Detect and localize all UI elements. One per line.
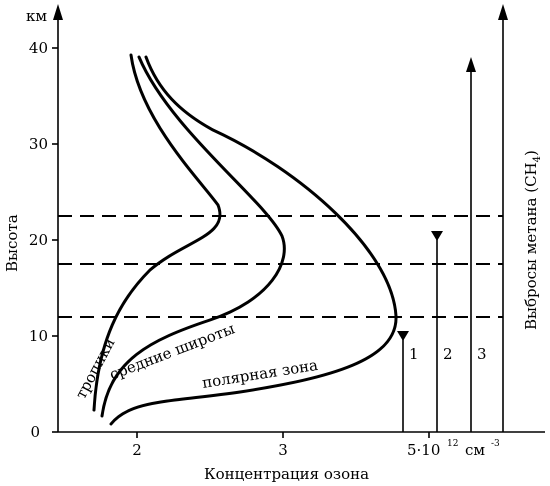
right-axis-label-end: )	[522, 150, 540, 156]
x-extra-tick: 5·10 12 см -3	[407, 439, 500, 459]
x-tick-2: 2	[132, 441, 142, 459]
label-polar: полярная зона	[201, 356, 319, 392]
curve-midlatitudes	[100, 55, 286, 418]
column-label-1: 1	[409, 345, 419, 363]
y-tick-10: 10	[29, 327, 48, 345]
right-axis-label-main: Выбросы метана (CH	[522, 162, 540, 330]
curve-tropics	[92, 53, 222, 412]
column-2	[431, 231, 443, 432]
x-extra-value: 5·10	[407, 441, 440, 459]
y-axis-label: Высота	[3, 214, 21, 272]
right-axis-arrow	[498, 4, 508, 20]
x-extra-exponent: 12	[447, 439, 458, 449]
x-axis-label: Концентрация озона	[204, 465, 369, 483]
y-tick-40: 40	[29, 39, 48, 57]
y-tick-marks	[52, 47, 58, 433]
y-axis-arrow	[53, 4, 63, 20]
x-tick-3: 3	[278, 441, 288, 459]
x-extra-unit-exponent: -3	[491, 439, 500, 449]
x-tick-marks	[136, 432, 430, 438]
curve-polar	[109, 55, 398, 426]
right-axis-label-sub: 4	[532, 156, 543, 162]
column-label-3: 3	[477, 345, 487, 363]
y-tick-30: 30	[29, 135, 48, 153]
right-axis-label: Выбросы метана (CH4)	[522, 150, 543, 330]
column-3	[466, 57, 476, 432]
y-unit: км	[26, 7, 47, 25]
y-tick-20: 20	[29, 231, 48, 249]
x-extra-unit: см	[465, 441, 485, 459]
y-tick-0: 0	[30, 423, 40, 441]
column-label-2: 2	[443, 345, 453, 363]
column-1	[397, 331, 409, 432]
